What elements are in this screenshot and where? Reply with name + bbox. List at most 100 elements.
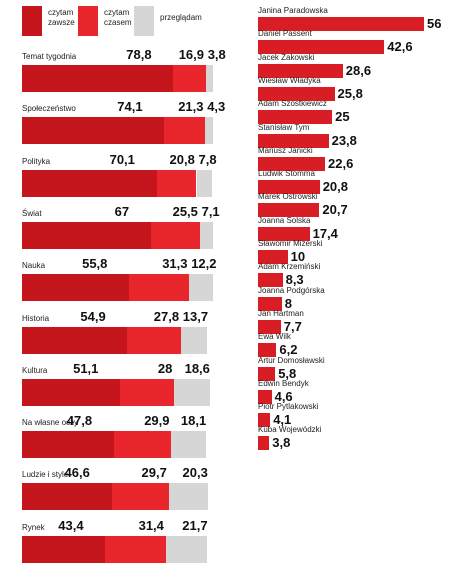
author-label: Adam Krzemiński xyxy=(258,262,321,272)
author-bar xyxy=(258,273,283,288)
value-label: 12,2 xyxy=(191,256,217,272)
value-label: 29,7 xyxy=(141,465,167,481)
author-label: Janina Paradowska xyxy=(258,6,328,15)
author-label: Mariusz Janicki xyxy=(258,145,313,155)
bar-segment-czytam-czasem xyxy=(150,221,200,249)
author-value-label: 7,7 xyxy=(283,318,302,334)
bar-segment-czytam-czasem xyxy=(120,378,174,406)
category-label: Polityka xyxy=(22,156,51,166)
value-label: 55,8 xyxy=(82,256,108,272)
bar-segment-czytam-zawsze xyxy=(22,274,130,302)
value-label: 20,3 xyxy=(182,465,208,481)
value-label: 28 xyxy=(157,360,173,376)
bar-segment-czytam-zawsze xyxy=(22,117,165,145)
author-label: Joanna Solska xyxy=(258,215,311,225)
author-label: Marek Ostrowski xyxy=(258,192,318,202)
value-label: 25,5 xyxy=(172,203,198,219)
author-value-label: 10 xyxy=(290,249,306,264)
author-bar xyxy=(258,296,282,311)
author-label: Piotr Pytlakowski xyxy=(258,402,319,412)
bar-segment-czytam-zawsze xyxy=(22,431,114,459)
value-label: 7,1 xyxy=(201,203,220,219)
bar-segment-czytam-czasem xyxy=(173,65,206,92)
author-label: Ewa Wilk xyxy=(258,332,291,342)
author-bar xyxy=(258,17,424,31)
category-label: Ludzie i style xyxy=(22,470,69,480)
bar-segment-przegladam xyxy=(189,274,213,302)
author-value-label: 56 xyxy=(427,16,442,31)
author-value-label: 25 xyxy=(335,109,350,125)
author-bar xyxy=(258,389,272,404)
author-label: Daniel Passent xyxy=(258,29,312,39)
category-label: Na własne oczy xyxy=(22,418,79,428)
category-label: Historia xyxy=(22,313,50,323)
author-value-label: 8,3 xyxy=(285,272,304,288)
value-label: 78,8 xyxy=(126,47,152,62)
category-label: Świat xyxy=(22,208,42,218)
value-label: 29,9 xyxy=(144,413,170,429)
bar-segment-czytam-zawsze xyxy=(22,483,112,511)
category-label: Temat tygodnia xyxy=(22,52,77,61)
bar-segment-przegladam xyxy=(173,378,210,406)
author-label: Artur Domosławski xyxy=(258,355,325,365)
bar-segment-czytam-czasem xyxy=(105,535,166,563)
bar-segment-przegladam xyxy=(199,221,214,249)
author-label: Ludwik Stomma xyxy=(258,169,315,179)
bar-segment-przegladam xyxy=(171,431,206,459)
category-label: Rynek xyxy=(22,522,45,532)
value-label: 16,9 xyxy=(178,47,204,62)
author-value-label: 22,6 xyxy=(328,155,354,171)
author-value-label: 6,2 xyxy=(279,342,298,358)
author-label: Jan Hartman xyxy=(258,308,304,318)
author-value-label: 4,6 xyxy=(274,388,293,404)
value-label: 21,3 xyxy=(178,99,204,115)
author-bar xyxy=(258,110,333,125)
bar-segment-przegladam xyxy=(168,483,208,511)
value-label: 51,1 xyxy=(73,360,99,376)
bar-segment-czytam-czasem xyxy=(129,274,190,302)
legend-label-1: czytam zawsze xyxy=(48,8,75,27)
bar-segment-przegladam xyxy=(196,169,212,197)
author-bar xyxy=(258,86,335,101)
author-bar xyxy=(258,250,288,264)
bar-segment-czytam-zawsze xyxy=(22,378,121,406)
value-label: 74,1 xyxy=(117,99,143,115)
bar-segment-czytam-czasem xyxy=(164,117,206,145)
author-bar xyxy=(258,436,270,451)
author-label: Jacek Żakowski xyxy=(258,52,315,62)
author-label: Wiesław Władyka xyxy=(258,75,321,85)
author-value-label: 8 xyxy=(284,295,292,311)
author-bar xyxy=(258,133,329,148)
bar-segment-czytam-czasem xyxy=(113,431,172,459)
value-label: 3,8 xyxy=(207,47,226,62)
value-label: 43,4 xyxy=(58,517,84,533)
author-value-label: 3,8 xyxy=(272,435,291,451)
value-label: 67 xyxy=(114,203,130,219)
bar-segment-czytam-czasem xyxy=(111,483,169,511)
author-bar xyxy=(258,40,385,55)
value-label: 27,8 xyxy=(153,308,180,324)
value-label: 54,9 xyxy=(80,308,106,324)
author-bar xyxy=(258,180,320,195)
legend-swatch-3 xyxy=(134,6,154,36)
value-label: 47,8 xyxy=(66,413,93,429)
bar-segment-czytam-czasem xyxy=(127,326,181,354)
author-bar xyxy=(258,343,277,358)
author-label: Kuba Wojewódzki xyxy=(258,425,322,435)
author-label: Stanisław Tym xyxy=(258,122,310,132)
legend-swatch-2 xyxy=(78,6,98,36)
bar-segment-czytam-czasem xyxy=(156,169,197,197)
value-label: 18,6 xyxy=(184,360,210,376)
author-value-label: 17,4 xyxy=(312,225,338,241)
author-value-label: 25,8 xyxy=(337,85,363,101)
author-bar xyxy=(258,63,343,78)
author-label: Joanna Podgórska xyxy=(258,285,325,295)
author-value-label: 23,8 xyxy=(331,132,357,148)
value-label: 7,8 xyxy=(198,151,217,167)
legend-label-2: czytam czasem xyxy=(104,8,132,27)
author-value-label: 5,8 xyxy=(278,365,297,381)
value-label: 13,7 xyxy=(182,308,209,324)
value-label: 31,3 xyxy=(162,256,188,272)
bar-segment-czytam-zawsze xyxy=(22,65,174,92)
